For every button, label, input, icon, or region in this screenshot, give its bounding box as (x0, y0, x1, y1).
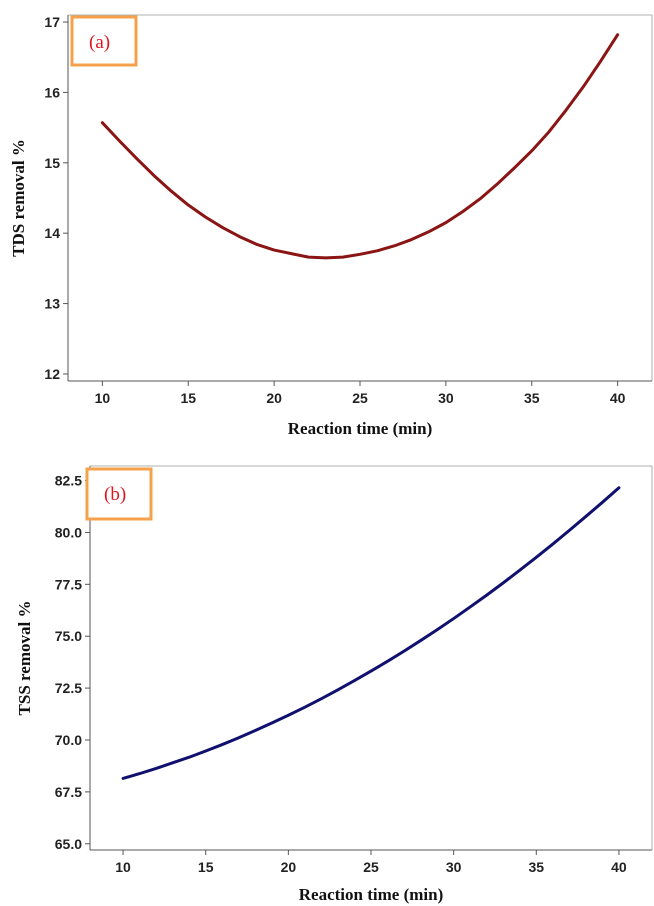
y-tick-label: 72.5 (55, 680, 82, 696)
y-tick-label: 77.5 (55, 576, 82, 592)
y-tick-label: 12 (44, 366, 60, 382)
x-tick-label: 20 (281, 859, 297, 875)
chart-panel-b: 65.0 67.5 70.0 72.5 75.0 77.5 80.0 82.5 10 15 20 25… (15, 465, 653, 904)
y-tick-label: 16 (44, 84, 60, 100)
y-tick-label: 65.0 (55, 836, 82, 852)
y-tick-label: 80.0 (55, 524, 82, 540)
x-tick-label: 10 (115, 859, 131, 875)
y-tick-label: 75.0 (55, 628, 82, 644)
x-tick-label: 30 (446, 859, 462, 875)
x-axis-title: Reaction time (min) (288, 419, 432, 438)
y-tick-label: 70.0 (55, 732, 82, 748)
y-axis-title: TDS removal % (9, 139, 28, 257)
y-tick-label: 15 (44, 155, 60, 171)
x-tick-label: 35 (524, 390, 540, 406)
x-tick-label: 30 (438, 390, 454, 406)
x-tick-label: 20 (266, 390, 282, 406)
panel-tag-label: (a) (89, 32, 110, 53)
panel-tag-label: (b) (104, 484, 126, 505)
x-axis-title: Reaction time (min) (299, 885, 443, 904)
x-tick-label: 25 (352, 390, 368, 406)
panel-tag-box (70, 15, 138, 67)
y-tick-label: 17 (44, 14, 60, 30)
y-tick-label: 13 (44, 296, 60, 312)
chart-panel-a: 12 13 14 15 16 17 10 15 20 25 30 35 40 Reaction time … (9, 14, 653, 438)
series-line-0 (121, 486, 621, 780)
panel-tag-box (85, 467, 153, 521)
y-tick-label: 14 (44, 225, 60, 241)
y-tick-label: 82.5 (55, 473, 82, 489)
y-axis-title: TSS removal % (15, 601, 34, 716)
y-tick-label: 67.5 (55, 784, 82, 800)
x-tick-label: 15 (180, 390, 196, 406)
x-tick-label: 40 (611, 859, 627, 875)
x-tick-label: 35 (529, 859, 545, 875)
x-tick-label: 40 (610, 390, 626, 406)
x-tick-label: 25 (363, 859, 379, 875)
series-line-0 (100, 33, 620, 260)
x-tick-label: 15 (198, 859, 214, 875)
x-tick-label: 10 (95, 390, 111, 406)
